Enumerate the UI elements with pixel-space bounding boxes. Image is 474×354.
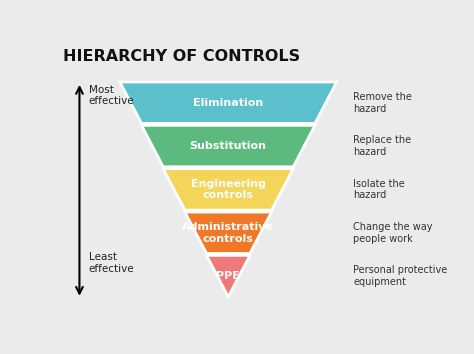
Polygon shape [185, 212, 272, 253]
Text: Isolate the
hazard: Isolate the hazard [353, 179, 405, 200]
Text: Elimination: Elimination [193, 98, 264, 108]
Polygon shape [207, 255, 250, 297]
Text: HIERARCHY OF CONTROLS: HIERARCHY OF CONTROLS [63, 49, 300, 64]
Text: Administrative
controls: Administrative controls [182, 222, 274, 244]
Text: PPE: PPE [216, 271, 240, 281]
Polygon shape [163, 169, 293, 210]
Text: Substitution: Substitution [190, 141, 267, 151]
Text: Least
effective: Least effective [89, 252, 134, 274]
Text: Personal protective
equipment: Personal protective equipment [353, 265, 447, 287]
Text: Engineering
controls: Engineering controls [191, 179, 266, 200]
Text: Change the way
people work: Change the way people work [353, 222, 433, 244]
Text: Remove the
hazard: Remove the hazard [353, 92, 412, 114]
Polygon shape [142, 125, 315, 167]
Text: Most
effective: Most effective [89, 85, 134, 106]
Polygon shape [120, 82, 337, 124]
Text: Replace the
hazard: Replace the hazard [353, 135, 411, 157]
